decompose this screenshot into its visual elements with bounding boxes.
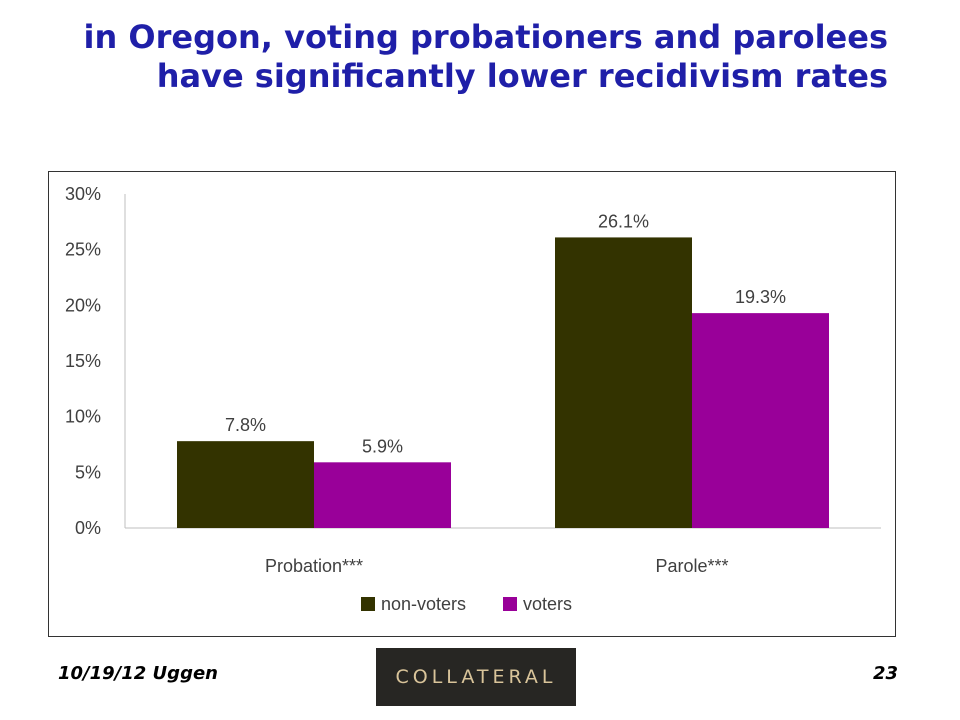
data-label: 26.1% xyxy=(598,211,649,231)
slide-title: in Oregon, voting probationers and parol… xyxy=(60,18,888,96)
y-tick-label: 20% xyxy=(65,295,101,315)
data-label: 5.9% xyxy=(362,436,403,456)
slide-title-line-2: have significantly lower recidivism rate… xyxy=(156,57,888,95)
bar-voters-1 xyxy=(692,313,829,528)
y-tick-label: 25% xyxy=(65,240,101,260)
category-label: Parole*** xyxy=(655,556,728,576)
y-tick-label: 0% xyxy=(75,518,101,538)
bar-non-voters-1 xyxy=(555,237,692,529)
legend-label: voters xyxy=(523,594,572,614)
collateral-logo: COLLATERAL xyxy=(376,648,576,706)
y-tick-label: 10% xyxy=(65,407,101,427)
legend-swatch-voters xyxy=(503,597,517,611)
footer-date-author: 10/19/12 Uggen xyxy=(58,663,218,684)
bar-voters-0 xyxy=(314,462,451,528)
data-label: 7.8% xyxy=(225,415,266,435)
legend-label: non-voters xyxy=(381,594,466,614)
legend-swatch-non-voters xyxy=(361,597,375,611)
logo-text: COLLATERAL xyxy=(395,666,557,688)
y-tick-label: 5% xyxy=(75,462,101,482)
chart-frame: 0% 5% 10% 15% 20% 25% 30% 7.8% 5.9% Probation*** 2… xyxy=(48,171,896,637)
category-label: Probation*** xyxy=(265,556,363,576)
slide-title-line-1: in Oregon, voting probationers and parol… xyxy=(83,18,888,56)
data-label: 19.3% xyxy=(735,287,786,307)
page-number: 23 xyxy=(872,663,898,684)
bar-non-voters-0 xyxy=(177,441,314,528)
bar-chart: 0% 5% 10% 15% 20% 25% 30% 7.8% 5.9% Probation*** 2… xyxy=(65,184,881,614)
y-tick-label: 15% xyxy=(65,351,101,371)
y-tick-label: 30% xyxy=(65,184,101,204)
